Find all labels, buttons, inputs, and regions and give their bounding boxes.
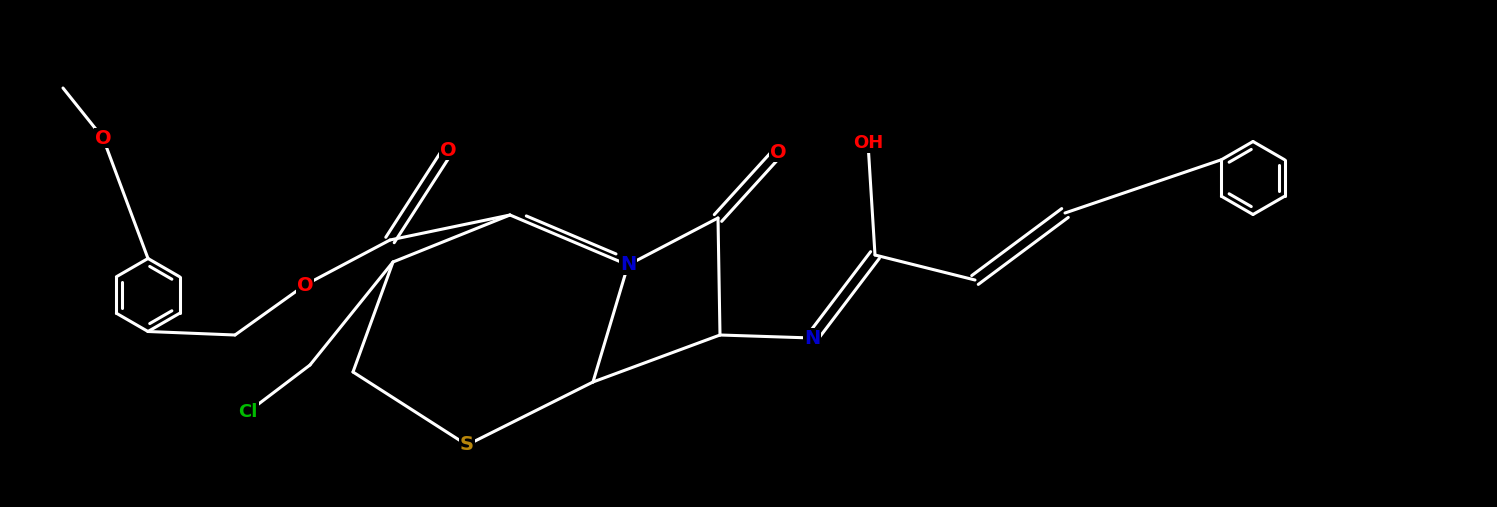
Text: S: S <box>460 436 475 454</box>
Text: O: O <box>440 140 457 160</box>
Text: O: O <box>769 142 786 162</box>
Text: O: O <box>94 128 111 148</box>
Text: N: N <box>804 329 820 347</box>
Text: Cl: Cl <box>238 403 257 421</box>
Text: OH: OH <box>853 134 883 152</box>
Text: O: O <box>296 275 313 295</box>
Text: N: N <box>620 256 636 274</box>
